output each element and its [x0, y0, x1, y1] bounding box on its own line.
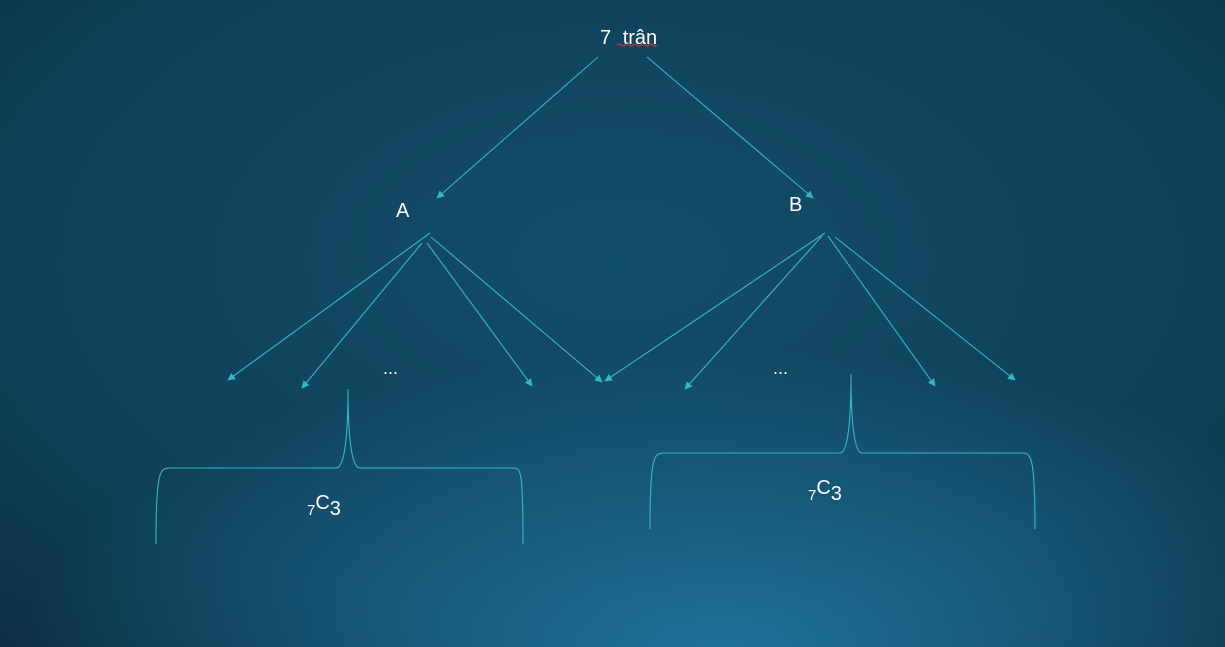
ellipsis-right: ...	[773, 358, 788, 378]
edge-b-1	[604, 232, 826, 382]
combo-right-label: 7C3	[808, 477, 842, 505]
edge-b-3	[827, 235, 936, 387]
combo-left-main: C	[315, 492, 329, 514]
combo-left-post: 3	[330, 498, 341, 520]
edge-a-1	[227, 232, 431, 381]
root-prefix: 7	[600, 27, 611, 49]
edge-a-4	[430, 236, 603, 383]
edge-b-4	[834, 236, 1016, 381]
edge-a-2	[301, 242, 423, 389]
node-b-label: B	[789, 194, 802, 216]
node-a-label: A	[396, 200, 410, 222]
edge-a-3	[426, 242, 533, 387]
combo-right-post: 3	[831, 483, 842, 505]
brace-left	[155, 388, 524, 545]
combo-left-pre: 7	[307, 502, 315, 519]
root-word: trân	[623, 27, 657, 49]
edge-root-b	[646, 56, 814, 199]
spellcheck-underline	[616, 43, 658, 47]
edge-b-2	[684, 235, 823, 390]
combo-left-label: 7C3	[307, 492, 341, 520]
combo-right-pre: 7	[808, 487, 816, 504]
brace-right	[649, 373, 1036, 530]
combo-right-main: C	[816, 477, 830, 499]
ellipsis-left: ...	[383, 358, 398, 378]
root-label: 7 trân	[600, 27, 657, 49]
edge-root-a	[436, 56, 599, 199]
